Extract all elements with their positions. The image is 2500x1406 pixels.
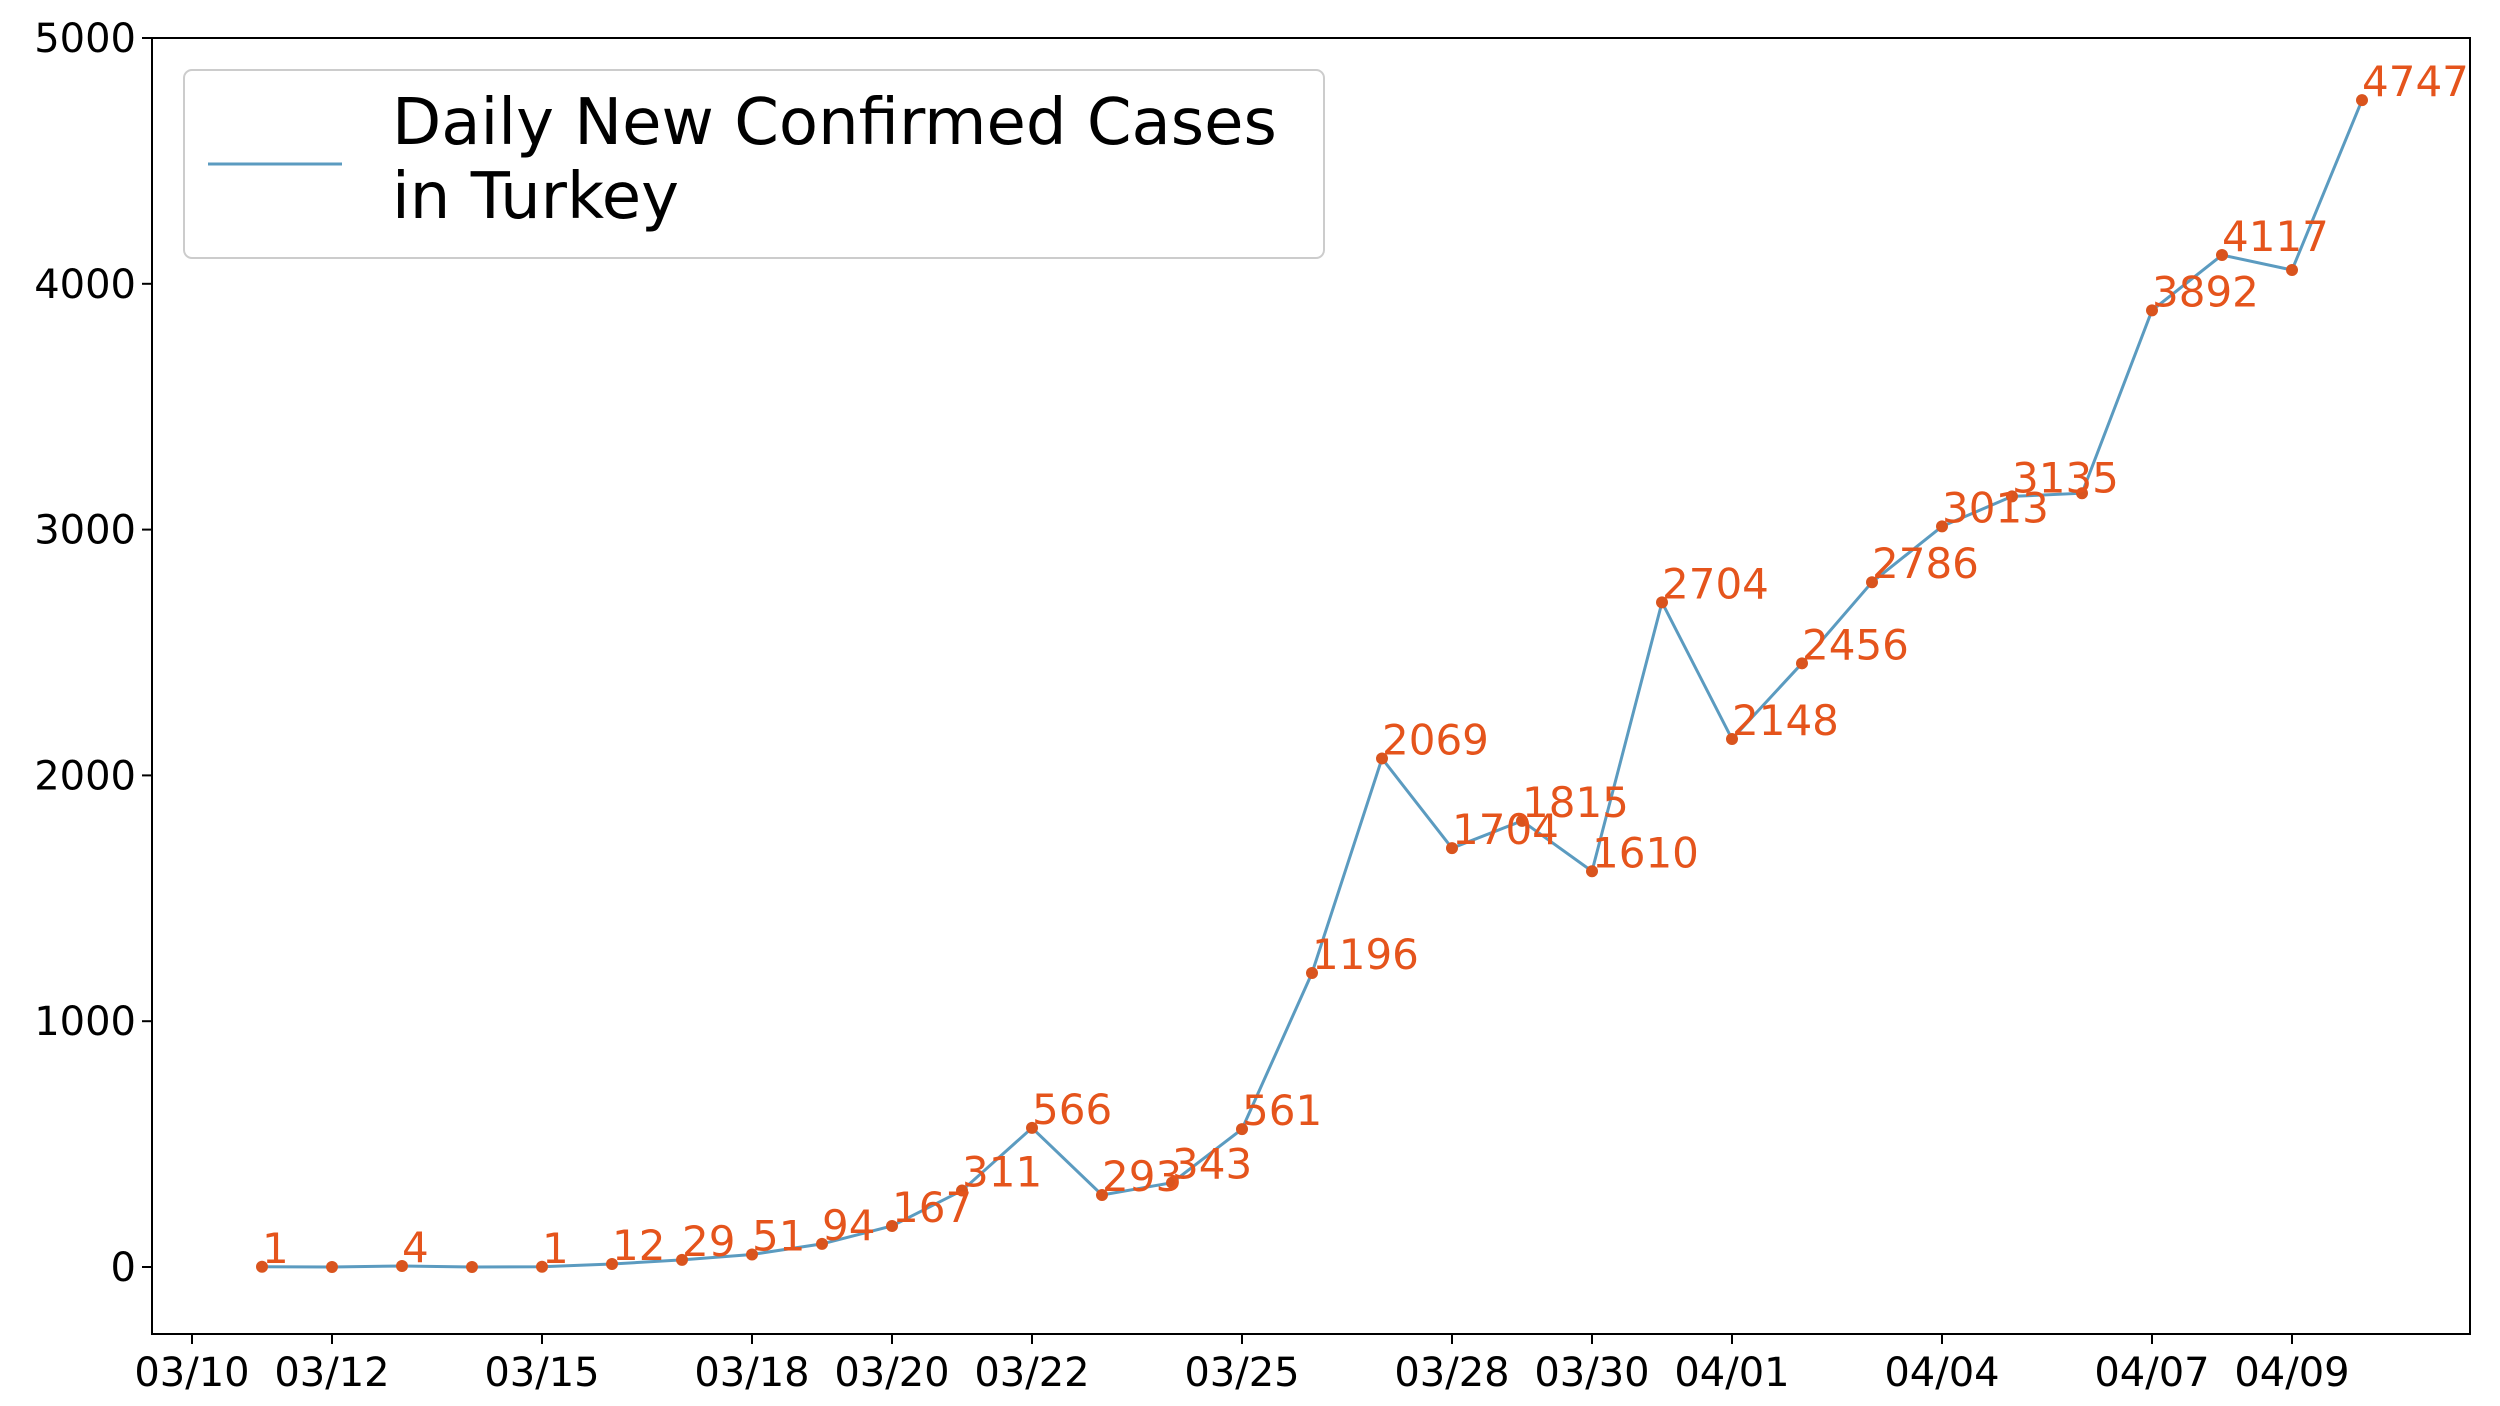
data-label: 1704 (1452, 805, 1559, 854)
x-tick-label: 04/04 (1884, 1350, 1999, 1396)
data-markers (256, 94, 2368, 1273)
data-point (1306, 967, 1318, 980)
data-label: 566 (1032, 1085, 1112, 1134)
data-point (1446, 842, 1458, 855)
x-tick-label: 03/12 (274, 1350, 389, 1396)
data-label: 3892 (2152, 267, 2259, 316)
data-label: 2456 (1802, 620, 1909, 669)
data-point (676, 1253, 688, 1266)
data-label: 1196 (1312, 930, 1419, 979)
data-point (2146, 304, 2158, 317)
data-point (256, 1260, 268, 1273)
legend: Daily New Confirmed Cases in Turkey (183, 69, 1325, 259)
x-tick-label: 03/15 (484, 1350, 599, 1396)
y-tick-label: 4000 (34, 262, 136, 308)
data-point (2356, 94, 2368, 107)
data-point (1026, 1121, 1038, 1134)
data-point (956, 1184, 968, 1197)
data-point (606, 1258, 618, 1271)
data-label: 4117 (2222, 212, 2329, 261)
data-point (1796, 657, 1808, 670)
data-label: 167 (892, 1183, 972, 1232)
x-tick-label: 04/09 (2234, 1350, 2349, 1396)
data-point (1516, 814, 1528, 827)
x-tick-label: 03/28 (1394, 1350, 1509, 1396)
legend-box (183, 69, 1325, 259)
y-tick-label: 2000 (34, 753, 136, 799)
data-point (746, 1248, 758, 1261)
data-label: 293 (1102, 1152, 1182, 1201)
data-label: 2069 (1382, 715, 1489, 764)
data-label: 29 (682, 1217, 735, 1266)
data-point (2006, 490, 2018, 503)
x-tick-label: 03/25 (1184, 1350, 1299, 1396)
data-point (466, 1261, 478, 1273)
x-tick-label: 03/10 (134, 1350, 249, 1396)
data-point (1656, 596, 1668, 609)
y-tick-label: 0 (111, 1245, 136, 1291)
data-point (536, 1260, 548, 1273)
data-label: 1610 (1592, 828, 1699, 877)
x-tick-label: 04/07 (2094, 1350, 2209, 1396)
data-point (816, 1237, 828, 1250)
data-label: 4 (402, 1223, 429, 1272)
data-point (1866, 576, 1878, 589)
data-label: 2786 (1872, 539, 1979, 588)
data-label: 4747 (2362, 57, 2469, 106)
legend-label: in Turkey (392, 160, 679, 234)
legend-label: Daily New Confirmed Cases (392, 86, 1277, 160)
data-point (396, 1260, 408, 1273)
data-point (1096, 1188, 1108, 1201)
data-label: 1815 (1522, 778, 1629, 827)
data-point (1726, 733, 1738, 746)
data-label: 2148 (1732, 696, 1839, 745)
data-label: 1 (542, 1224, 569, 1273)
data-label: 1 (262, 1224, 289, 1273)
data-label: 311 (962, 1148, 1042, 1197)
x-tick-label: 03/22 (974, 1350, 1089, 1396)
data-label: 2704 (1662, 559, 1769, 608)
data-label: 561 (1242, 1086, 1322, 1135)
data-point (1236, 1123, 1248, 1136)
data-point (1376, 752, 1388, 765)
data-point (1936, 520, 1948, 533)
x-tick-label: 03/18 (694, 1350, 809, 1396)
data-label: 3013 (1942, 483, 2049, 532)
data-point (2076, 487, 2088, 500)
data-point (326, 1261, 338, 1273)
data-label: 3135 (2012, 453, 2119, 502)
data-point (2286, 264, 2298, 277)
data-point (1586, 865, 1598, 878)
y-tick-label: 5000 (34, 16, 136, 62)
data-label: 51 (752, 1211, 805, 1260)
data-label: 12 (612, 1221, 665, 1270)
data-label: 343 (1172, 1140, 1252, 1189)
x-tick-label: 03/30 (1534, 1350, 1649, 1396)
y-tick-label: 1000 (34, 999, 136, 1045)
data-point (886, 1219, 898, 1232)
axes: 0 1000 2000 3000 4000 5000 03/10 03/12 03/15 03/1… (34, 16, 2471, 1396)
data-point (2216, 249, 2228, 262)
x-tick-label: 03/20 (834, 1350, 949, 1396)
data-point (1166, 1176, 1178, 1189)
data-label: 94 (822, 1201, 875, 1250)
x-tick-label: 04/01 (1674, 1350, 1789, 1396)
plot-frame (151, 37, 2471, 1335)
y-tick-label: 3000 (34, 508, 136, 554)
